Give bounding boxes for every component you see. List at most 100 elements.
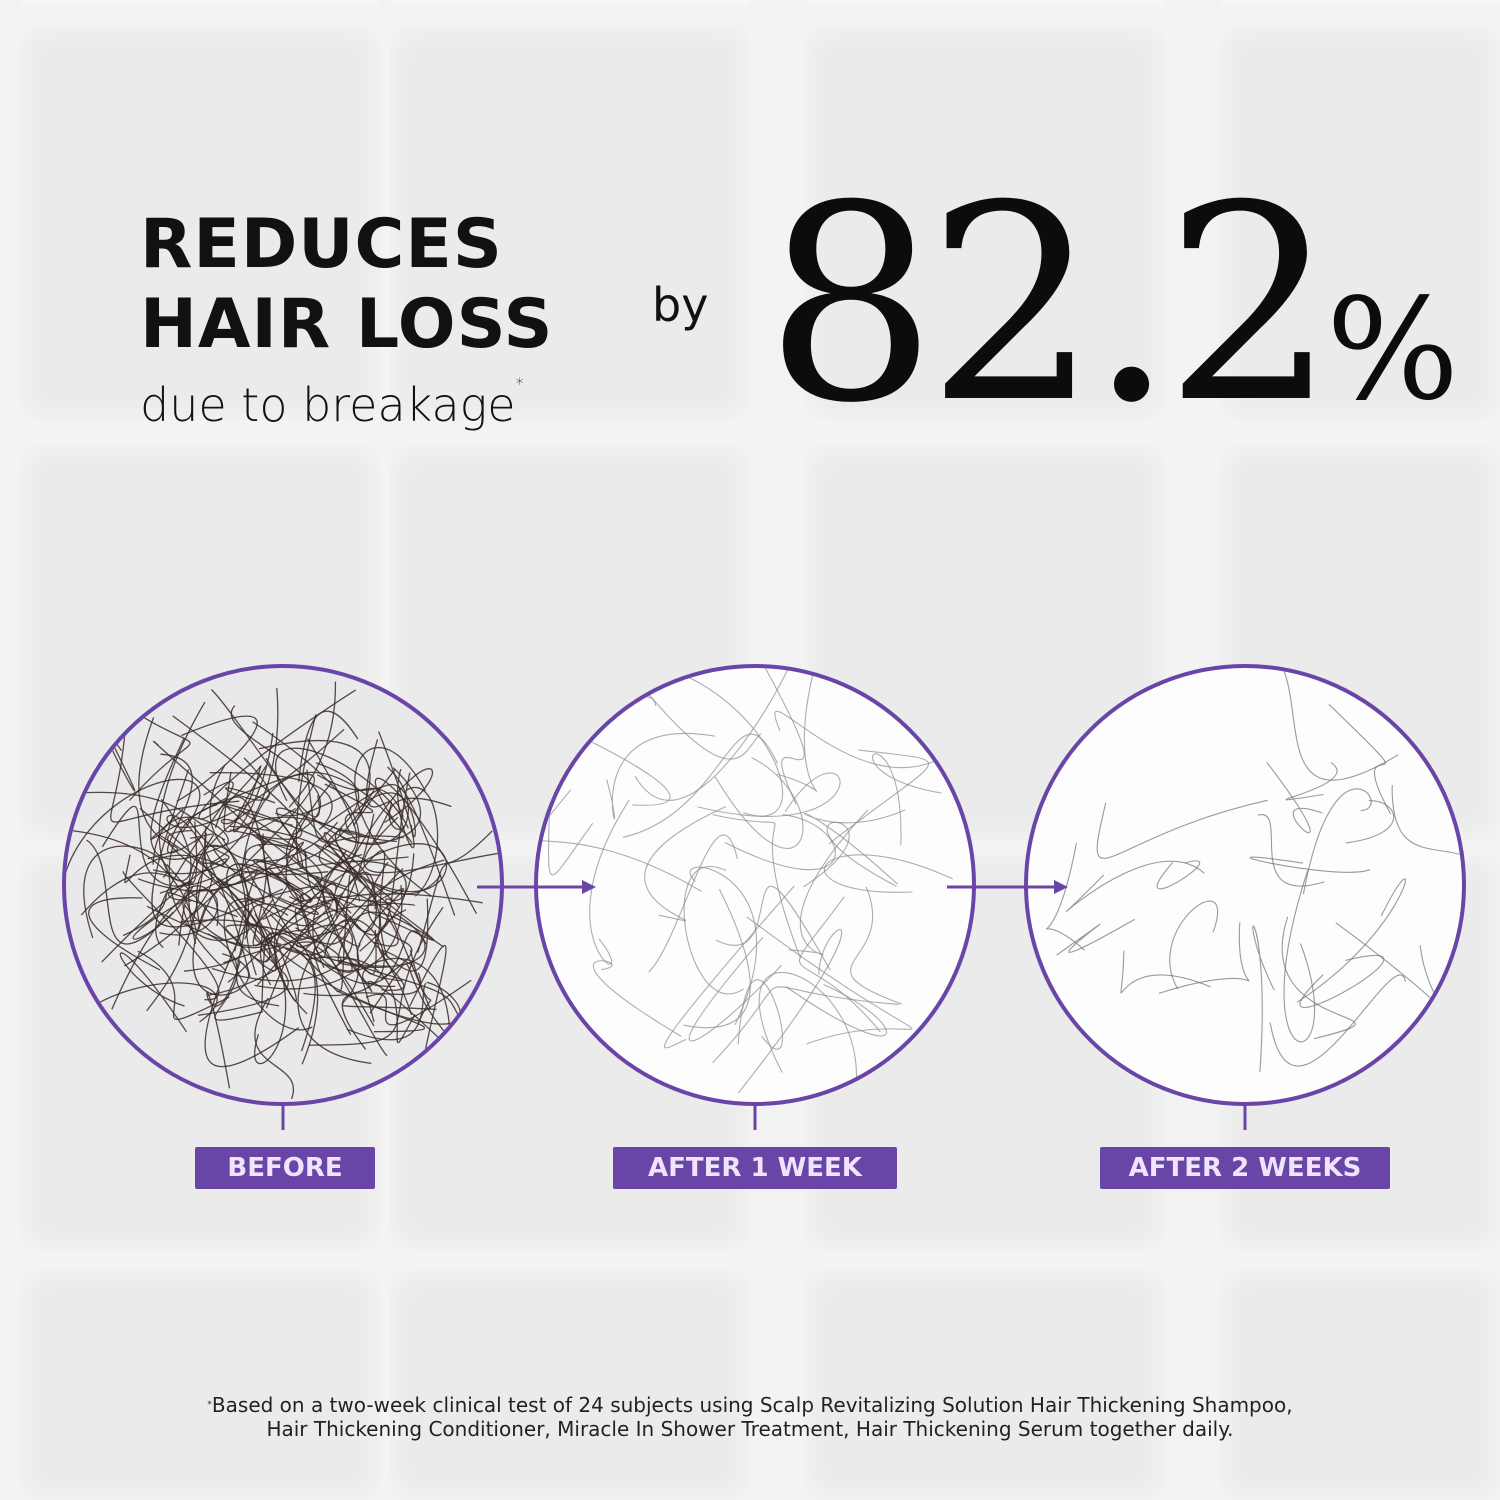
hair-strand (210, 689, 320, 818)
hair-strand (268, 867, 325, 969)
hair-strand (377, 909, 407, 991)
hair-strand (349, 962, 442, 1041)
tile (1220, 1270, 1500, 1500)
hair-strand (275, 787, 404, 818)
hair-strand (746, 916, 913, 1045)
hair-strand (664, 885, 795, 1049)
hair-strand (1120, 950, 1211, 994)
hair-strand (1283, 870, 1316, 1043)
arrowhead-icon (1054, 880, 1068, 894)
hair-strand (230, 705, 322, 837)
hair-strand (1257, 814, 1325, 887)
hair-strand (758, 971, 858, 1079)
hair-strand (132, 856, 270, 940)
hair-strand (243, 896, 334, 927)
hair-strand (306, 769, 404, 843)
hair-strand (365, 979, 472, 1026)
hair-strand (220, 766, 352, 914)
hair-strand (714, 757, 804, 849)
label-after-2-weeks: AFTER 2 WEEKS (1100, 1147, 1390, 1189)
label-before: BEFORE (195, 1147, 375, 1189)
hair-strand (785, 983, 888, 1037)
hair-strand (316, 774, 456, 916)
arrowhead-icon (582, 880, 596, 894)
hair-strand (269, 913, 428, 985)
hair-strand (335, 768, 434, 891)
hair-strand (223, 771, 351, 836)
after-1-week-photo (536, 666, 974, 1104)
hair-strand (1169, 900, 1219, 990)
hair-strand (259, 932, 319, 1065)
hair-strand (265, 903, 392, 1009)
hair-strand (315, 762, 381, 876)
footnote-line2: Hair Thickening Conditioner, Miracle In … (266, 1417, 1234, 1441)
asterisk: * (515, 374, 524, 393)
hair-strand (226, 863, 304, 945)
hair-strand (737, 979, 783, 1050)
hair-strand (1156, 860, 1201, 890)
hair-strand (354, 746, 432, 897)
hair-strand (316, 876, 375, 1023)
hair-strand (152, 816, 229, 865)
tile (390, 1270, 750, 1500)
hair-strand (1096, 799, 1268, 859)
tile (805, 0, 1165, 5)
hair-strand (204, 825, 305, 886)
hair-strand (804, 809, 906, 885)
hair-strand (204, 909, 300, 1068)
tile (1220, 25, 1500, 420)
hair-strand (367, 861, 413, 980)
hair-strand (1252, 925, 1275, 1073)
hair-strand (294, 907, 388, 1057)
hair-strand (183, 924, 269, 972)
footnote-asterisk: * (207, 1400, 212, 1410)
hair-strand (83, 845, 168, 939)
hair-strand (606, 733, 716, 820)
hair-strand (648, 834, 738, 973)
hair-strand (146, 832, 207, 1012)
hair-strand (1296, 878, 1406, 1003)
hair-strand (406, 787, 439, 897)
hair-strand (1345, 800, 1395, 844)
hair-strand (289, 681, 337, 809)
hair-strand (66, 778, 201, 913)
hair-strand (417, 830, 493, 953)
tile (390, 25, 750, 420)
hair-strand (176, 715, 258, 802)
hair-strand (245, 903, 361, 976)
headline-subline: due to breakage* (140, 374, 524, 432)
hair-strand (88, 897, 161, 971)
hair-strand (715, 885, 831, 971)
tile (390, 0, 750, 5)
hair-strand (86, 839, 174, 945)
headline: REDUCES HAIR LOSS (140, 205, 553, 365)
hair-strand (198, 689, 357, 820)
hair-strand (201, 687, 279, 864)
hair-strand (737, 929, 843, 1094)
hair-strand (1158, 922, 1250, 994)
hair-strand (101, 858, 228, 963)
hair-strand (160, 753, 202, 854)
hair-strand (119, 952, 188, 1033)
tile (20, 0, 380, 5)
subline-text: due to breakage (140, 378, 516, 432)
hair-strand (1056, 918, 1135, 956)
hair-strand (346, 982, 427, 1041)
hair-strand (712, 814, 802, 959)
hair-strand (683, 866, 745, 995)
hair-strand (207, 896, 339, 997)
tile (805, 1270, 1165, 1500)
hair-strand (254, 997, 295, 1100)
after-2-weeks-photo (1026, 666, 1464, 1104)
hair-strand (365, 739, 393, 843)
hair-strand (168, 803, 290, 942)
hair-strand (227, 883, 337, 983)
hair-strand (388, 797, 452, 830)
headline-line1: REDUCES (140, 205, 503, 284)
hair-strand (724, 814, 836, 871)
hair-strand (774, 710, 963, 769)
hair-strand (776, 668, 821, 792)
hair-strand (212, 848, 319, 915)
hair-strand (872, 753, 942, 846)
